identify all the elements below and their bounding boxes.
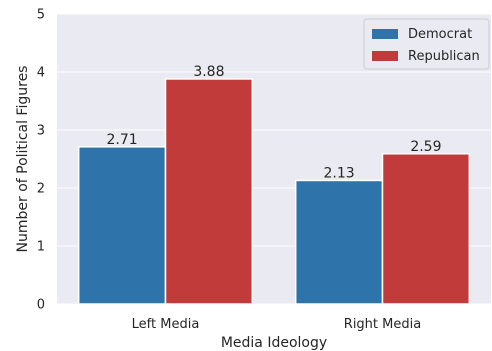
bar-republican-left-media [164,78,254,305]
x-tick-label: Right Media [344,317,421,332]
bar-democrat-right-media [294,179,384,305]
legend-label: Democrat [408,27,472,42]
y-tick-label: 3 [37,124,45,139]
legend-swatch [372,51,398,61]
legend-swatch [372,29,398,39]
data-labels: 2.71 3.88 2.13 2.59 [107,64,442,182]
y-axis-label: Number of Political Figures [15,66,31,253]
data-label: 2.13 [324,165,355,181]
y-tick-label: 1 [37,240,45,255]
bar-republican-right-media [381,153,471,305]
bars [77,78,471,305]
x-axis-label: Media Ideology [221,335,327,351]
legend: Democrat Republican [363,18,490,70]
y-tick-labels: 0 1 2 3 4 5 [37,8,45,313]
x-tick-label: Left Media [132,317,200,332]
x-tick-labels: Left Media Right Media [132,317,422,332]
y-tick-label: 2 [37,182,45,197]
y-tick-label: 5 [37,8,45,23]
bar-democrat-left-media [77,146,167,305]
data-label: 2.71 [107,132,138,148]
data-label: 2.59 [410,139,441,155]
legend-label: Republican [408,49,480,64]
y-tick-label: 0 [37,298,45,313]
data-label: 3.88 [193,64,224,80]
y-tick-label: 4 [37,66,45,81]
